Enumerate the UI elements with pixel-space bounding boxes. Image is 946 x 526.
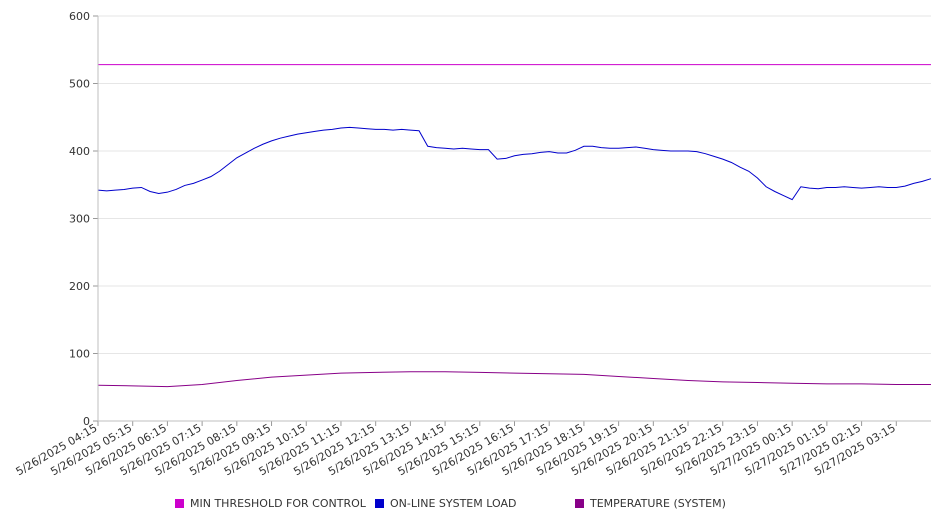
y-tick-label: 100 xyxy=(69,348,90,361)
legend-item: MIN THRESHOLD FOR CONTROL xyxy=(175,497,366,510)
legend-swatch xyxy=(575,499,584,508)
legend-item: ON-LINE SYSTEM LOAD xyxy=(375,497,516,510)
legend-label: TEMPERATURE (SYSTEM) xyxy=(590,497,726,510)
legend-label: MIN THRESHOLD FOR CONTROL xyxy=(190,497,366,510)
y-tick-label: 600 xyxy=(69,10,90,23)
legend-swatch xyxy=(175,499,184,508)
y-tick-label: 0 xyxy=(83,415,90,428)
grid-lines xyxy=(98,15,931,354)
x-axis: 5/26/2025 04:155/26/2025 05:155/26/2025 … xyxy=(14,421,898,478)
y-tick-label: 200 xyxy=(69,280,90,293)
y-tick-label: 500 xyxy=(69,78,90,91)
legend-swatch xyxy=(375,499,384,508)
legend-item: TEMPERATURE (SYSTEM) xyxy=(575,497,726,510)
y-tick-label: 300 xyxy=(69,213,90,226)
series-line-on-line-system-load xyxy=(97,126,932,201)
series-lines xyxy=(97,64,932,388)
series-line-temperature-system xyxy=(97,371,931,388)
y-tick-label: 400 xyxy=(69,145,90,158)
legend-label: ON-LINE SYSTEM LOAD xyxy=(390,497,517,510)
y-axis: 0 100 200 300 400 500 600 xyxy=(69,10,98,428)
legend: MIN THRESHOLD FOR CONTROL ON-LINE SYSTEM … xyxy=(0,497,946,515)
